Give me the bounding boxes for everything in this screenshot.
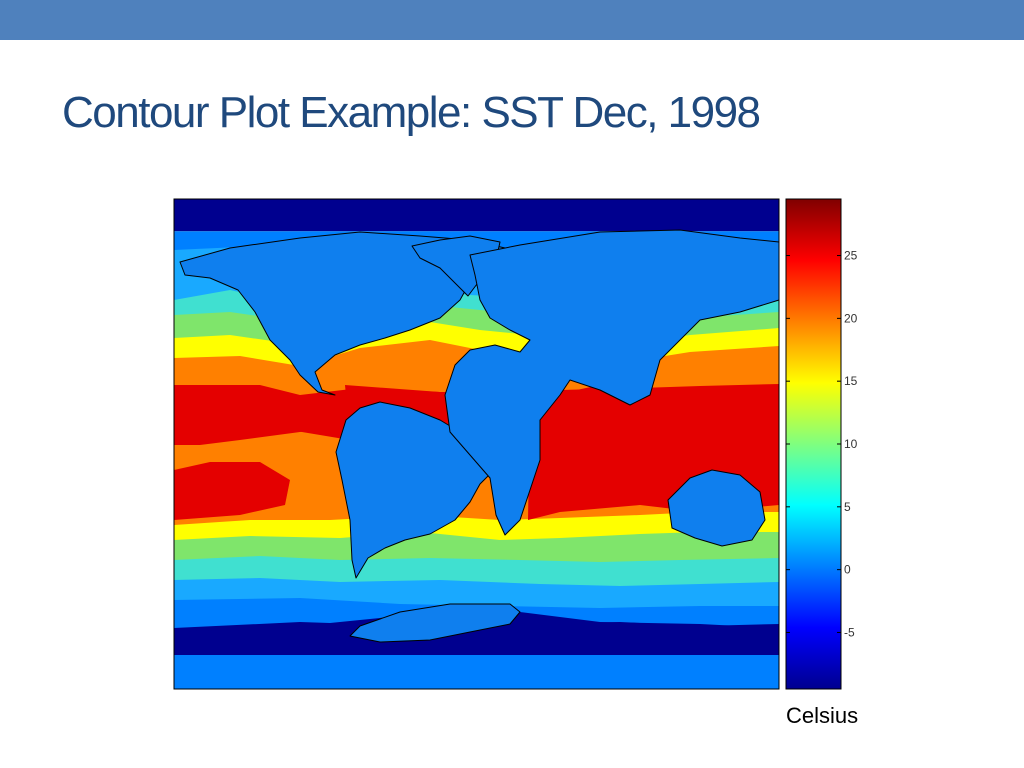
continent-antarctica: [349, 603, 521, 643]
colorbar-label: Celsius: [786, 703, 859, 728]
colorbar-tick-label: 25: [844, 249, 858, 263]
warm-pool-1: [174, 462, 290, 520]
colorbar-tick-label: 5: [844, 500, 851, 514]
arctic-cap: [174, 199, 779, 231]
plot-border: [173, 198, 780, 690]
colorbar-tick-label: 20: [844, 311, 858, 325]
colorbar: 25 20 15 10 5 0 -5: [785, 198, 858, 690]
colorbar-tick-label: -5: [844, 625, 855, 639]
continent-australia: [667, 469, 766, 547]
colorbar-tick-label: 0: [844, 563, 851, 577]
colorbar-tick-label: 15: [844, 374, 858, 388]
warm-pool-0: [174, 388, 345, 445]
slide-accent-bar: [0, 0, 1024, 40]
colorbar-scale: [785, 198, 842, 690]
page-title: Contour Plot Example: SST Dec, 1998: [62, 88, 761, 137]
continents: [179, 229, 780, 643]
continent-south-america: [335, 401, 495, 579]
sst-band-south-7: [174, 655, 779, 689]
continent-north-america: [179, 231, 506, 396]
colorbar-tick-label: 10: [844, 437, 858, 451]
